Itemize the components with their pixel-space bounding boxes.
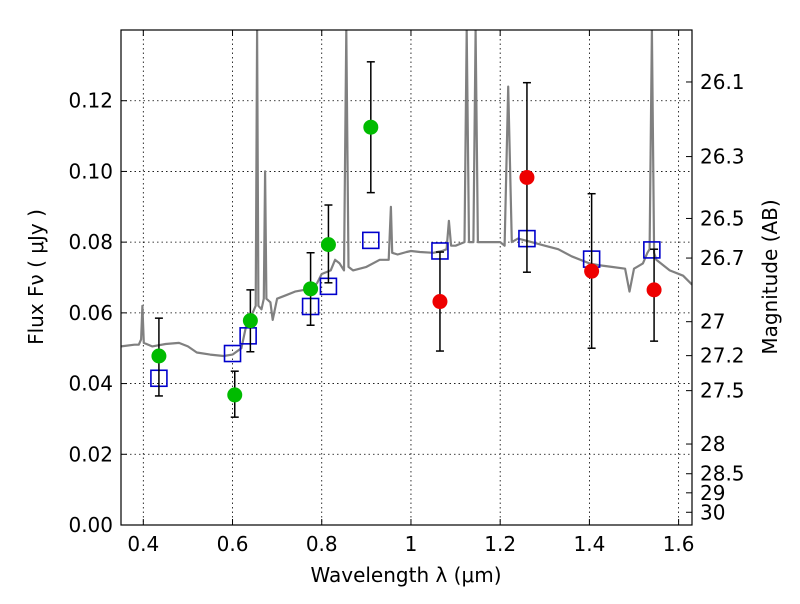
x-tick-label: 1.4 — [573, 532, 605, 556]
plot-background — [121, 30, 692, 525]
right-tick-label: 28.5 — [700, 462, 745, 486]
grid — [121, 30, 692, 526]
x-axis-label: Wavelength λ (μm) — [310, 563, 501, 587]
y-tick-label: 0.06 — [68, 301, 113, 325]
x-tick-label: 0.4 — [127, 532, 159, 556]
observed-point — [227, 387, 243, 403]
y-tick-label: 0.00 — [68, 513, 113, 537]
observed-points-layer — [151, 119, 662, 403]
observed-point — [519, 169, 535, 185]
model-photometry-square — [643, 241, 661, 259]
right-tick-label: 26.3 — [700, 145, 745, 169]
observed-point — [432, 294, 448, 310]
right-tick-label: 26.1 — [700, 70, 745, 94]
observed-point — [584, 263, 600, 279]
x-tick-label: 0.8 — [306, 532, 338, 556]
model-photometry-square — [223, 344, 242, 363]
x-tick-label: 1.2 — [484, 532, 516, 556]
observed-point — [363, 119, 379, 135]
right-tick-label: 27 — [700, 310, 725, 334]
observed-point — [646, 282, 662, 298]
x-axis-ticks: 0.4 0.6 0.8 1 1.2 1.4 1.6 — [127, 30, 695, 556]
right-tick-label: 26.7 — [700, 246, 745, 270]
model-photometry-square — [239, 327, 257, 345]
y-tick-label: 0.10 — [68, 159, 113, 183]
observed-point — [320, 237, 336, 253]
y-tick-label: 0.12 — [68, 89, 113, 113]
right-tick-label: 26.5 — [700, 206, 745, 230]
right-tick-label: 27.2 — [700, 344, 745, 368]
observed-point — [303, 281, 319, 297]
x-tick-label: 1 — [405, 532, 418, 556]
y-axis-ticks: 0.00 0.02 0.04 0.06 0.08 0.10 0.12 — [68, 89, 127, 537]
right-tick-label: 29 — [700, 481, 725, 505]
observed-point — [151, 348, 167, 364]
y-tick-label: 0.04 — [68, 372, 113, 396]
y-tick-label: 0.08 — [68, 230, 113, 254]
x-tick-label: 0.6 — [217, 532, 249, 556]
observed-point — [242, 313, 258, 329]
plot-frame — [120, 29, 693, 526]
y-tick-label: 0.02 — [68, 442, 113, 466]
model-photometry-square — [362, 231, 380, 250]
right-tick-label: 28 — [700, 432, 725, 456]
right-tick-label: 27.5 — [700, 379, 745, 403]
y-axis-label: Flux Fν ( μJy ) — [24, 209, 48, 345]
right-axis-label: Magnitude (AB) — [758, 199, 782, 354]
right-tick-label: 30 — [700, 500, 725, 524]
x-tick-label: 1.6 — [663, 532, 695, 556]
